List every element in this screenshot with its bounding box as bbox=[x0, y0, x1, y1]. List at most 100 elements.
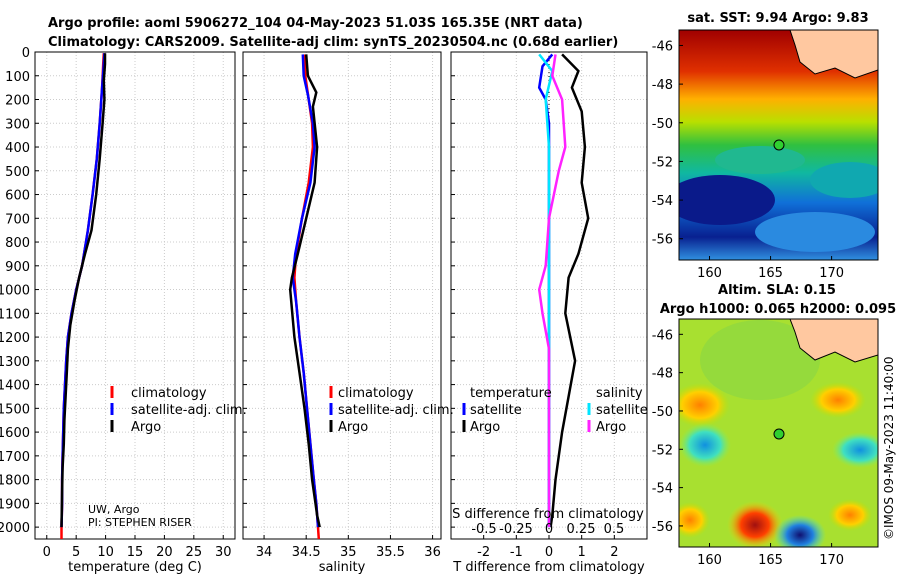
sla-high bbox=[810, 382, 866, 418]
salinity-grid bbox=[243, 51, 441, 539]
map-x-tick-label: 165 bbox=[758, 553, 783, 568]
map-x-tick-label: 170 bbox=[819, 266, 844, 281]
x-tick-label: 0 bbox=[545, 545, 553, 560]
y-tick-label: 300 bbox=[5, 117, 30, 132]
legend-climatology: climatology bbox=[338, 386, 414, 401]
legend-temperature-title: temperature bbox=[470, 386, 552, 401]
figure-title-line2: Climatology: CARS2009. Satellite-adj cli… bbox=[48, 35, 618, 50]
difference-top-label: S difference from climatology bbox=[452, 507, 644, 522]
y-tick-label: 1300 bbox=[0, 355, 30, 370]
legend-satellite: satellite-adj. clim. bbox=[131, 403, 247, 418]
sla-high bbox=[679, 383, 730, 427]
map-y-tick-label: -46 bbox=[652, 39, 673, 54]
y-tick-label: 1400 bbox=[0, 379, 30, 394]
x-tick-label: 1 bbox=[578, 545, 586, 560]
x-tick-label: 30 bbox=[215, 545, 232, 560]
y-tick-label: 1600 bbox=[0, 426, 30, 441]
sla-map-frame bbox=[678, 318, 879, 548]
salinity-panel: 34 34.5 35 35.5 36 salinity climatology sate… bbox=[242, 51, 454, 575]
map-x-tick-label: 165 bbox=[758, 266, 783, 281]
series-line-climatology bbox=[60, 53, 106, 539]
difference-legend-temperature: temperature satellite Argo bbox=[462, 386, 552, 435]
s-tick: 0 bbox=[545, 522, 553, 537]
difference-series bbox=[537, 53, 590, 528]
x-tick-label: 34 bbox=[256, 545, 273, 560]
s-diff-ticks: -0.5 -0.25 0 0.25 0.5 bbox=[471, 522, 624, 537]
sst-map-title: sat. SST: 9.94 Argo: 9.83 bbox=[687, 11, 868, 26]
sla-map-title-line2: Argo h1000: 0.065 h2000: 0.095 bbox=[660, 302, 896, 317]
s-tick: 0.5 bbox=[604, 522, 625, 537]
temperature-grid bbox=[35, 51, 235, 539]
sla-map-title-line1: Altim. SLA: 0.15 bbox=[718, 283, 836, 298]
difference-ticks: -2 -1 0 1 2 bbox=[451, 51, 618, 560]
figure-title-line1: Argo profile: aoml 5906272_104 04-May-20… bbox=[48, 16, 583, 31]
salinity-series bbox=[288, 54, 321, 540]
y-tick-label: 200 bbox=[5, 94, 30, 109]
map-x-tick-label: 170 bbox=[819, 553, 844, 568]
difference-legend-salinity: salinity satellite Argo bbox=[587, 386, 648, 435]
series-line-satellite-adj-clim- bbox=[60, 53, 106, 528]
new-zealand-land bbox=[789, 30, 878, 79]
map-x-tick-label: 160 bbox=[697, 266, 722, 281]
legend-argo: Argo bbox=[131, 420, 161, 435]
map-y-tick-label: -56 bbox=[652, 520, 673, 535]
map-y-tick-label: -54 bbox=[652, 194, 673, 209]
sst-patch bbox=[810, 162, 878, 198]
sst-map-ticks: 160 165 170 -46 -48 -50 -52 -54 -56 bbox=[652, 39, 844, 281]
x-tick-label: 2 bbox=[610, 545, 618, 560]
x-tick-label: 35.5 bbox=[376, 545, 405, 560]
salinity-ticks: 34 34.5 35 35.5 36 bbox=[243, 51, 441, 560]
sla-patch bbox=[700, 320, 820, 400]
legend-t-satellite: satellite bbox=[470, 403, 522, 418]
difference-xlabel: T difference from climatology bbox=[452, 560, 645, 575]
s-tick: 0.25 bbox=[567, 522, 596, 537]
sst-cold-patch bbox=[679, 175, 775, 225]
x-tick-label: 35 bbox=[340, 545, 357, 560]
sst-patch bbox=[715, 146, 805, 174]
legend-climatology: climatology bbox=[131, 386, 207, 401]
map-y-tick-label: -54 bbox=[652, 482, 673, 497]
y-tick-label: 700 bbox=[5, 212, 30, 227]
map-y-tick-label: -52 bbox=[652, 155, 673, 170]
series-line-t-argo bbox=[549, 53, 590, 528]
credit-line1: UW, Argo bbox=[88, 503, 140, 516]
imos-watermark: ©IMOS 09-May-2023 11:40:00 bbox=[882, 356, 896, 540]
y-tick-label: 1100 bbox=[0, 307, 30, 322]
y-tick-label: 1900 bbox=[0, 497, 30, 512]
x-tick-label: -1 bbox=[510, 545, 523, 560]
map-y-tick-label: -48 bbox=[652, 78, 673, 93]
y-tick-label: 1800 bbox=[0, 474, 30, 489]
difference-panel: -2 -1 0 1 2 T difference from climatology S … bbox=[450, 51, 648, 575]
sla-map: Altim. SLA: 0.15 Argo h1000: 0.065 h2000… bbox=[652, 283, 896, 568]
map-y-tick-label: -46 bbox=[652, 328, 673, 343]
y-tick-label: 1000 bbox=[0, 284, 30, 299]
new-zealand-land bbox=[789, 319, 878, 363]
legend-s-argo: Argo bbox=[596, 420, 626, 435]
y-tick-label: 400 bbox=[5, 141, 30, 156]
series-line-argo bbox=[288, 54, 321, 528]
salinity-xlabel: salinity bbox=[319, 560, 366, 575]
temperature-panel: 0100200300400500600700800900100011001200… bbox=[0, 46, 247, 575]
s-tick: -0.5 bbox=[471, 522, 496, 537]
map-y-tick-label: -50 bbox=[652, 117, 673, 132]
y-tick-label: 500 bbox=[5, 165, 30, 180]
map-y-tick-label: -48 bbox=[652, 367, 673, 382]
temperature-series bbox=[60, 53, 107, 539]
y-tick-label: 1500 bbox=[0, 402, 30, 417]
sst-map: sat. SST: 9.94 Argo: 9.83 160 165 170 -46 -4… bbox=[652, 11, 879, 281]
y-tick-label: 100 bbox=[5, 70, 30, 85]
map-y-tick-label: -52 bbox=[652, 443, 673, 458]
legend-s-satellite: satellite bbox=[596, 403, 648, 418]
y-tick-label: 0 bbox=[22, 46, 30, 61]
y-tick-label: 900 bbox=[5, 260, 30, 275]
map-y-tick-label: -56 bbox=[652, 233, 673, 248]
x-tick-label: 0 bbox=[43, 545, 51, 560]
sst-map-frame bbox=[678, 29, 879, 261]
argo-position-marker bbox=[773, 428, 785, 440]
legend-argo: Argo bbox=[338, 420, 368, 435]
y-tick-label: 600 bbox=[5, 189, 30, 204]
credit-line2: PI: STEPHEN RISER bbox=[88, 516, 192, 529]
temperature-legend: climatology satellite-adj. clim. Argo bbox=[110, 386, 247, 435]
series-line-argo bbox=[60, 53, 107, 528]
